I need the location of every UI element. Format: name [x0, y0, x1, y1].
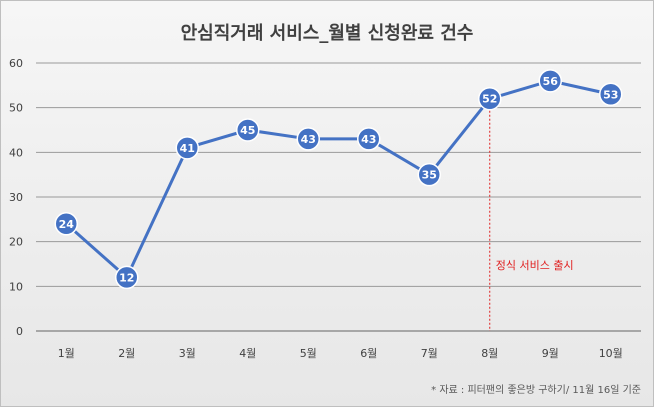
y-tick-label: 40 [9, 146, 23, 159]
series-layer: 24 12 41 45 43 43 35 52 56 53 [54, 69, 623, 290]
data-point [538, 69, 562, 93]
grid-layer [36, 62, 641, 332]
x-tick-label: 7월 [421, 347, 438, 360]
data-point [599, 82, 623, 107]
annotation-layer: 정식 서비스 출시 [489, 110, 574, 331]
x-tick-label: 5월 [300, 347, 317, 360]
x-tick-label: 3월 [179, 347, 196, 360]
data-label: 53 [603, 88, 618, 101]
y-tick-label: 30 [9, 191, 23, 204]
data-label: 43 [301, 133, 316, 146]
x-tick-label: 4월 [239, 347, 256, 360]
data-label: 12 [119, 271, 134, 284]
data-label: 45 [240, 124, 255, 137]
y-tick-label: 60 [9, 57, 23, 70]
data-point [54, 212, 78, 236]
y-tick-label: 20 [9, 236, 23, 249]
source-note: * 자료 : 피터팬의 좋은방 구하기/ 11월 16일 기준 [431, 383, 641, 396]
series-line [64, 79, 613, 279]
y-tick-label: 50 [9, 102, 23, 115]
y-tick-label: 0 [16, 325, 23, 338]
x-tick-label: 10월 [599, 347, 623, 360]
data-point [115, 265, 139, 290]
x-tick-label: 8월 [481, 347, 498, 360]
data-point [175, 136, 199, 160]
data-label: 35 [422, 169, 437, 182]
data-label: 24 [59, 218, 75, 231]
x-tick-label: 2월 [118, 347, 135, 360]
annotation-label: 정식 서비스 출시 [496, 259, 574, 272]
y-axis-ticks: 0 10 20 30 40 50 60 [9, 57, 23, 338]
data-label: 41 [180, 142, 195, 155]
x-tick-label: 9월 [542, 347, 559, 360]
y-tick-label: 10 [9, 280, 23, 293]
data-point [417, 162, 441, 187]
data-point [296, 127, 320, 151]
x-tick-label: 6월 [360, 347, 377, 360]
x-tick-label: 1월 [58, 347, 75, 360]
x-axis-ticks: 1월 2월 3월 4월 5월 6월 7월 8월 9월 10월 [58, 347, 623, 360]
data-point [236, 118, 260, 142]
data-point [478, 86, 502, 111]
data-point [357, 127, 381, 151]
data-label: 52 [482, 93, 497, 106]
data-label: 56 [543, 75, 559, 88]
chart-title: 안심직거래 서비스_월별 신청완료 건수 [181, 23, 474, 44]
data-label: 43 [361, 133, 376, 146]
